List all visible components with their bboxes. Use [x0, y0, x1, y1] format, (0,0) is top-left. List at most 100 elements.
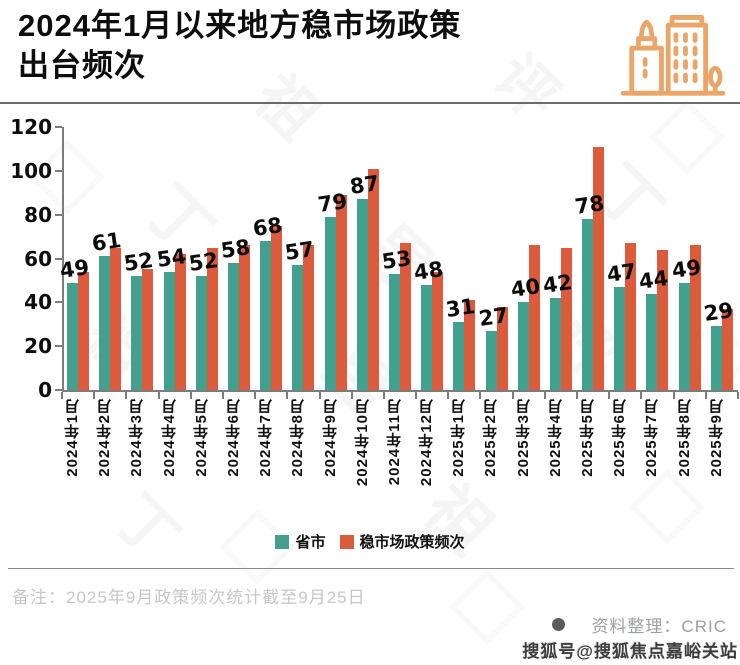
bar-group: 44	[637, 127, 673, 390]
bar-value-label: 68	[251, 213, 284, 241]
page-title-line1: 2024年1月以来地方稳市场政策	[18, 8, 462, 43]
y-tick-mark	[55, 345, 62, 348]
bar-稳市场政策频次	[721, 308, 733, 390]
y-tick-label: 120	[10, 115, 52, 139]
x-category-label: 2024年7月	[257, 398, 275, 477]
bar-省市	[421, 284, 433, 390]
bar-value-label: 49	[670, 254, 703, 283]
bar-value-label: 78	[573, 191, 606, 219]
bar-group: 54	[155, 127, 191, 390]
x-category-label: 2024年5月	[192, 398, 210, 477]
bar-value-label: 61	[90, 228, 123, 257]
bar-稳市场政策频次	[239, 245, 251, 390]
bar-value-label: 27	[476, 302, 510, 331]
bar-省市	[549, 297, 561, 390]
bar-稳市场政策频次	[367, 168, 379, 390]
x-category-label: 2025年9月	[707, 398, 725, 477]
bar-group: 57	[284, 127, 319, 390]
bar-省市	[614, 287, 626, 390]
y-tick-label: 0	[38, 378, 52, 402]
chart-legend: 省市 稳市场政策频次	[0, 531, 740, 552]
publisher-watermark: 搜狐号@搜狐焦点嘉峪关站	[522, 642, 738, 661]
source-row: 资料整理：CRIC	[552, 612, 727, 637]
bar-省市	[163, 271, 175, 390]
x-category-label: 2024年11月	[385, 398, 403, 486]
x-tick-mark	[415, 392, 418, 399]
x-tick-mark	[511, 392, 514, 399]
bar-value-label: 44	[637, 265, 671, 294]
bar-group: 87	[348, 127, 384, 390]
bar-稳市场政策频次	[399, 243, 411, 390]
bar-group: 58	[219, 127, 255, 390]
legend-swatch-icon	[339, 534, 354, 549]
legend-item-稳市场政策频次: 稳市场政策频次	[339, 531, 465, 552]
bar-稳市场政策频次	[496, 306, 508, 390]
x-tick-mark	[61, 392, 63, 399]
bar-省市	[485, 330, 497, 390]
x-tick-mark	[447, 392, 450, 399]
bar-省市	[67, 282, 79, 390]
bar-省市	[131, 276, 143, 390]
x-category-label: 2024年4月	[160, 398, 178, 477]
bar-稳市场政策频次	[303, 245, 315, 390]
bar-value-label: 40	[509, 274, 542, 303]
bar-group: 78	[573, 127, 609, 390]
x-tick-mark	[221, 392, 224, 399]
bar-value-label: 49	[58, 254, 91, 283]
bar-group: 49	[670, 127, 706, 390]
x-tick-mark	[704, 392, 707, 399]
bar-稳市场政策频次	[625, 243, 637, 390]
bar-value-label: 42	[541, 270, 574, 298]
plot-area: 49 61 52 54 52 58 68 57 79 87 53 48 31 27 40 42 78 47 44 49…	[58, 127, 738, 390]
bar-稳市场政策频次	[657, 249, 669, 390]
bar-group: 68	[251, 127, 287, 390]
bar-省市	[517, 302, 529, 390]
y-tick-label: 40	[24, 290, 52, 315]
bar-省市	[292, 265, 304, 390]
bar-稳市场政策频次	[432, 271, 444, 390]
source-credit: 资料整理：CRIC	[591, 617, 727, 636]
x-category-label: 2025年7月	[643, 398, 661, 477]
bar-省市	[388, 273, 400, 390]
y-tick-label: 80	[24, 202, 52, 227]
bar-group: 47	[606, 127, 641, 390]
bullet-icon	[552, 618, 566, 631]
x-tick-mark	[93, 392, 96, 399]
bar-稳市场政策频次	[689, 245, 701, 390]
legend-label: 省市	[295, 534, 326, 551]
bar-稳市场政策频次	[528, 245, 540, 390]
bar-value-label: 29	[702, 298, 735, 327]
bar-稳市场政策频次	[78, 271, 90, 390]
bar-省市	[324, 216, 336, 390]
bar-value-label: 53	[380, 245, 413, 274]
bar-group: 40	[509, 127, 545, 390]
bar-value-label: 87	[348, 171, 381, 200]
y-tick-mark	[55, 257, 62, 260]
bar-value-label: 48	[412, 256, 445, 285]
bar-省市	[582, 219, 594, 390]
x-category-label: 2025年8月	[675, 398, 693, 477]
bar-group: 29	[702, 127, 738, 390]
bar-稳市场政策频次	[464, 300, 476, 390]
footnote: 备注：2025年9月政策频次统计截至9月25日	[12, 588, 366, 607]
x-axis-labels: 2024年1月 2024年2月 2024年3月 2024年4月 2024年5月 2024年…	[62, 398, 738, 486]
x-category-label: 2024年6月	[224, 398, 242, 477]
bar-group: 52	[123, 127, 158, 390]
bar-稳市场政策频次	[335, 194, 347, 390]
bar-group: 52	[187, 127, 223, 390]
x-category-label: 2024年8月	[289, 398, 307, 477]
bar-省市	[195, 276, 207, 390]
x-tick-mark	[479, 392, 482, 399]
bar-稳市场政策频次	[271, 225, 283, 390]
y-tick-label: 60	[24, 246, 52, 271]
bar-稳市场政策频次	[174, 254, 186, 390]
x-category-label: 2024年10月	[353, 398, 371, 487]
bar-省市	[678, 282, 690, 390]
x-tick-mark	[254, 392, 257, 399]
bar-value-label: 52	[187, 248, 220, 276]
x-category-label: 2025年4月	[546, 398, 564, 477]
bar-稳市场政策频次	[560, 247, 572, 390]
bar-省市	[260, 240, 272, 390]
x-tick-mark	[672, 392, 675, 399]
